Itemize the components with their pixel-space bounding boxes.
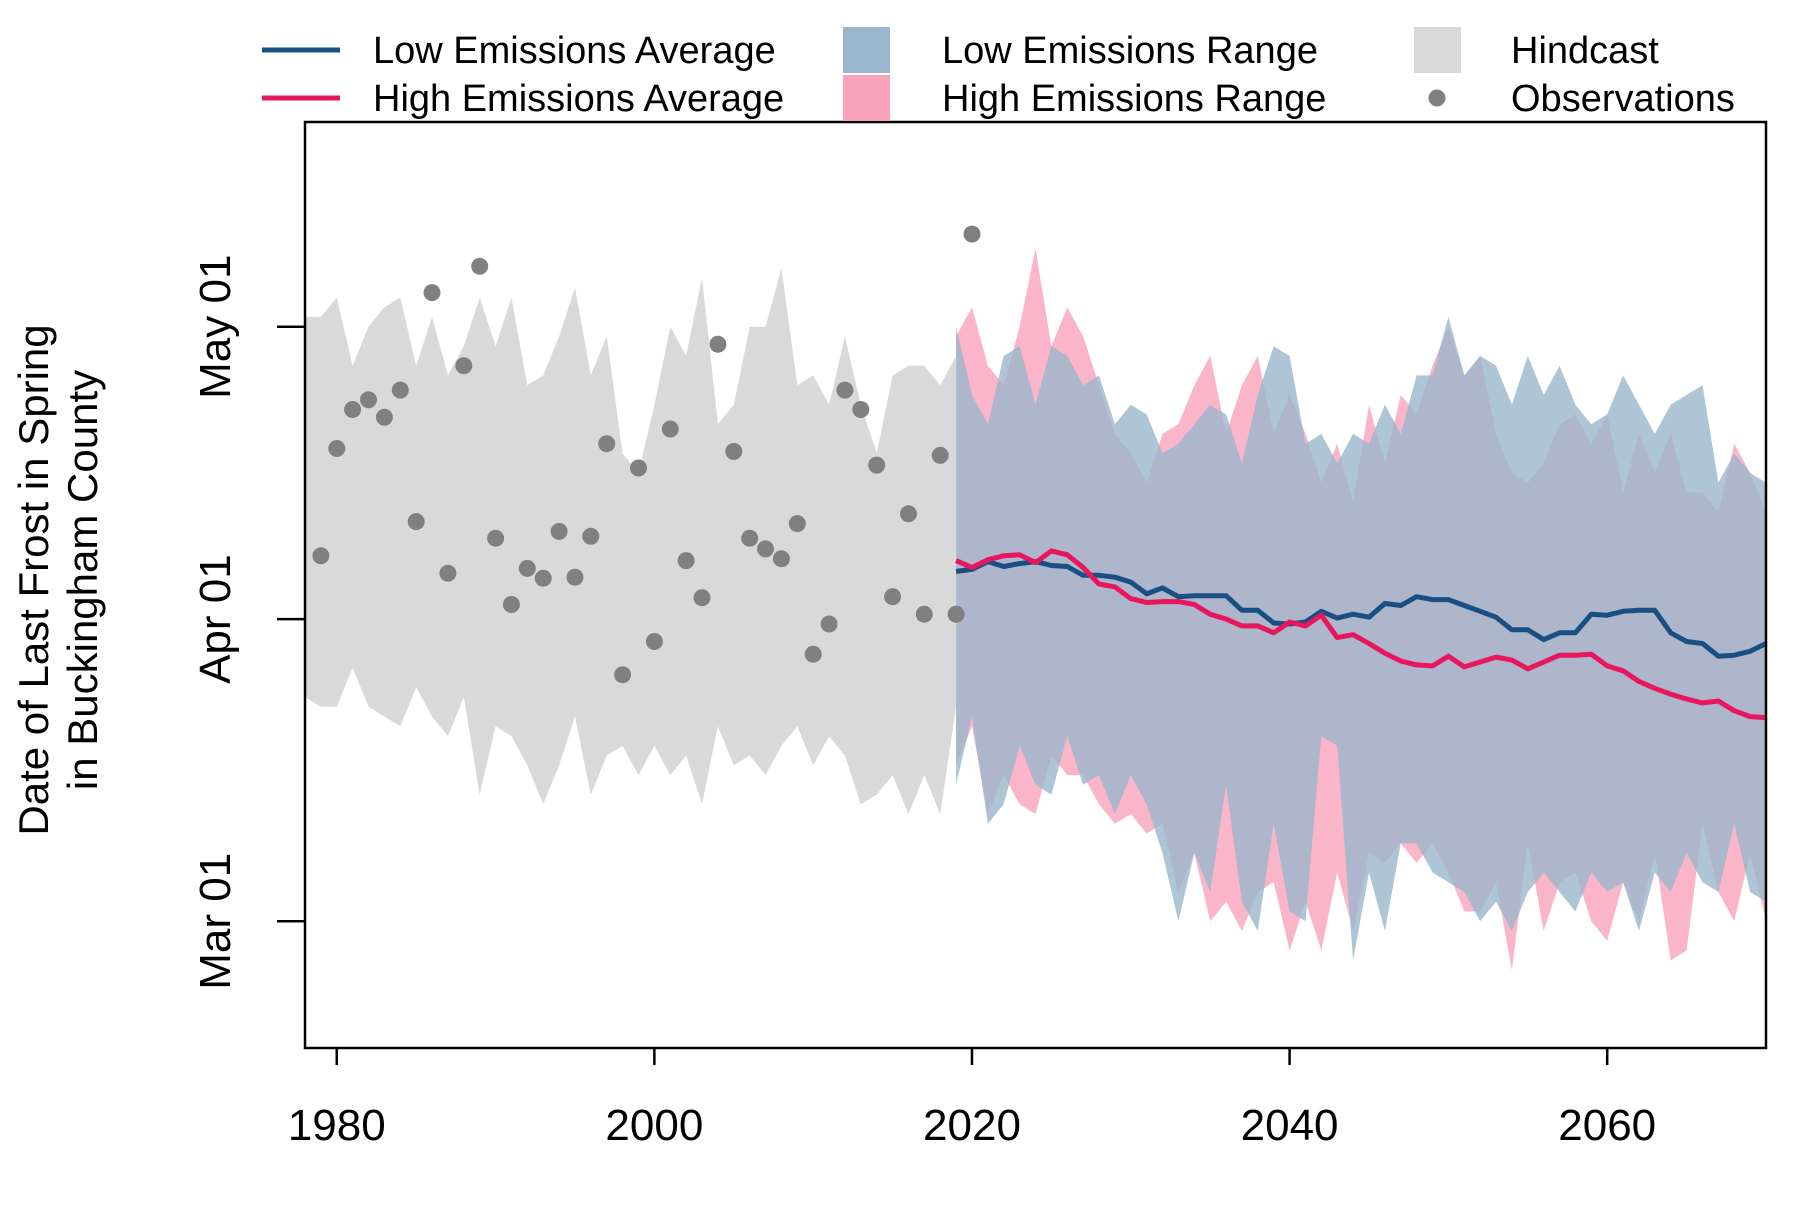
y-tick-label: Apr 01 xyxy=(191,554,240,684)
legend-label-low-emissions-range: Low Emissions Range xyxy=(942,30,1318,72)
x-tick-label: 2020 xyxy=(923,1101,1021,1150)
x-axis: 1980 2000 2020 2040 2060 xyxy=(288,1048,1656,1150)
observation-point xyxy=(868,456,886,474)
observation-point xyxy=(375,408,393,426)
observation-point xyxy=(360,391,377,409)
plot-lines xyxy=(955,548,1768,721)
observation-point xyxy=(693,589,711,607)
observation-point xyxy=(931,446,949,464)
observation-point xyxy=(344,401,362,418)
line-high-emissions-average xyxy=(955,548,1767,721)
range-hindcast xyxy=(305,268,957,815)
observation-point xyxy=(328,440,346,457)
y-axis-label-line-1: Date of Last Frost in Spring xyxy=(10,324,57,835)
y-axis: Mar 01 Apr 01 May 01 xyxy=(191,255,305,990)
legend-label-high-emissions-average: High Emissions Average xyxy=(373,78,784,120)
observation-point xyxy=(947,605,965,623)
observation-point xyxy=(518,559,536,577)
x-tick-label: 2000 xyxy=(605,1101,703,1150)
observation-point xyxy=(582,527,600,545)
legend-label-high-emissions-range: High Emissions Range xyxy=(942,78,1326,120)
observation-point xyxy=(709,335,727,353)
observation-point xyxy=(566,568,584,586)
y-axis-label-line-2: in Buckingham County xyxy=(59,370,106,790)
legend-swatch-observations xyxy=(1428,89,1446,107)
observation-point xyxy=(725,443,743,460)
x-tick-label: 1980 xyxy=(288,1101,386,1150)
observation-point xyxy=(630,459,647,477)
legend-label-low-emissions-average: Low Emissions Average xyxy=(373,30,776,72)
plot-points xyxy=(312,225,981,684)
observation-point xyxy=(677,552,695,570)
legend-label-hindcast: Hindcast xyxy=(1511,30,1659,72)
y-tick-label: Mar 01 xyxy=(191,853,240,990)
observation-point xyxy=(550,522,568,540)
observation-point xyxy=(963,225,981,243)
observation-point xyxy=(455,357,473,375)
legend-swatch-hindcast xyxy=(1414,27,1461,73)
x-tick-label: 2040 xyxy=(1241,1101,1339,1150)
legend-label-observations: Observations xyxy=(1511,78,1735,120)
observation-point xyxy=(614,666,632,684)
observation-point xyxy=(645,633,663,650)
observation-point xyxy=(788,515,806,533)
legend: Low Emissions Average High Emissions Aver… xyxy=(262,27,1735,121)
x-tick-label: 2060 xyxy=(1558,1101,1656,1150)
observation-point xyxy=(471,257,489,275)
legend-swatch-high-emissions-range xyxy=(843,75,890,121)
observation-point xyxy=(820,615,838,633)
observation-point xyxy=(391,381,409,399)
observation-point xyxy=(502,596,520,613)
observation-point xyxy=(598,435,616,453)
observation-point xyxy=(804,645,822,663)
observation-point xyxy=(915,605,933,623)
observation-point xyxy=(884,588,902,606)
observation-point xyxy=(312,547,330,565)
legend-swatch-low-emissions-range xyxy=(843,27,890,73)
observation-point xyxy=(757,540,774,558)
observation-point xyxy=(487,529,505,547)
observation-point xyxy=(661,420,679,438)
observation-point xyxy=(407,513,425,531)
observation-point xyxy=(439,564,457,582)
observation-point xyxy=(423,284,441,302)
y-tick-label: May 01 xyxy=(191,255,240,399)
observation-point xyxy=(741,529,759,547)
observation-point xyxy=(900,505,917,523)
plot-areas xyxy=(305,248,1766,970)
observation-point xyxy=(772,550,790,568)
plot-frame xyxy=(303,120,1768,1050)
observation-point xyxy=(852,401,870,418)
observation-point xyxy=(534,569,552,587)
observation-point xyxy=(836,381,854,399)
